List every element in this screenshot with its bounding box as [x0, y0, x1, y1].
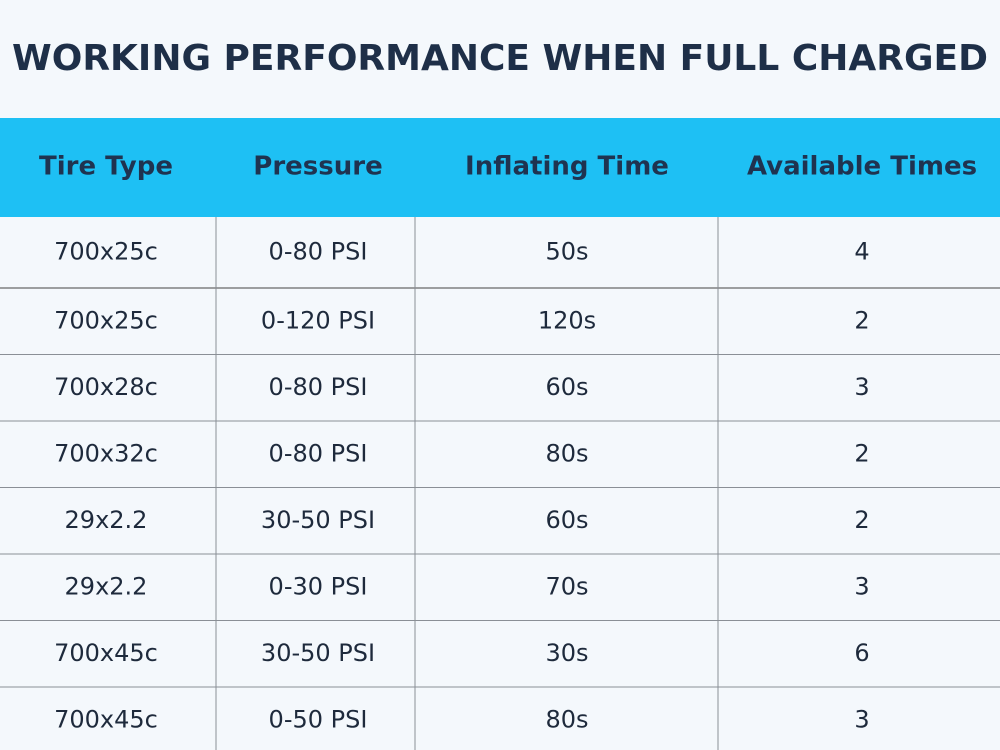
table-cell: 2	[854, 506, 869, 534]
table-cell: 700x45c	[54, 705, 158, 733]
table-cell: 0-80 PSI	[269, 373, 368, 401]
table-cell: 30-50 PSI	[261, 506, 375, 534]
table-cell: 120s	[538, 306, 596, 334]
table-cell: 700x45c	[54, 639, 158, 667]
table-cell: 2	[854, 306, 869, 334]
header-cell: Tire Type	[39, 152, 173, 182]
table-cell: 0-30 PSI	[269, 572, 368, 600]
table-cell: 3	[854, 373, 869, 401]
table-cell: 80s	[545, 439, 588, 467]
header-cell: Available Times	[747, 152, 977, 182]
title: WORKING PERFORMANCE WHEN FULL CHARGED	[12, 38, 988, 79]
table-cell: 0-120 PSI	[261, 306, 375, 334]
table-cell: 700x25c	[54, 238, 158, 266]
table-cell: 60s	[545, 506, 588, 534]
table-cell: 0-80 PSI	[269, 238, 368, 266]
header-cell: Inflating Time	[465, 152, 669, 182]
table-cell: 30-50 PSI	[261, 639, 375, 667]
table-cell: 70s	[545, 572, 588, 600]
header-cell: Pressure	[253, 152, 382, 182]
table-cell: 3	[854, 705, 869, 733]
table-cell: 29x2.2	[65, 506, 148, 534]
header-band	[0, 118, 1000, 217]
table-cell: 50s	[545, 238, 588, 266]
table-cell: 0-80 PSI	[269, 439, 368, 467]
table-cell: 0-50 PSI	[269, 705, 368, 733]
table-cell: 80s	[545, 705, 588, 733]
table-cell: 700x25c	[54, 306, 158, 334]
table-cell: 29x2.2	[65, 572, 148, 600]
table-cell: 6	[854, 639, 869, 667]
table-cell: 700x32c	[54, 439, 158, 467]
table-cell: 30s	[545, 639, 588, 667]
table-cell: 4	[854, 238, 869, 266]
table-cell: 60s	[545, 373, 588, 401]
table-cell: 3	[854, 572, 869, 600]
table-cell: 2	[854, 439, 869, 467]
table-cell: 700x28c	[54, 373, 158, 401]
